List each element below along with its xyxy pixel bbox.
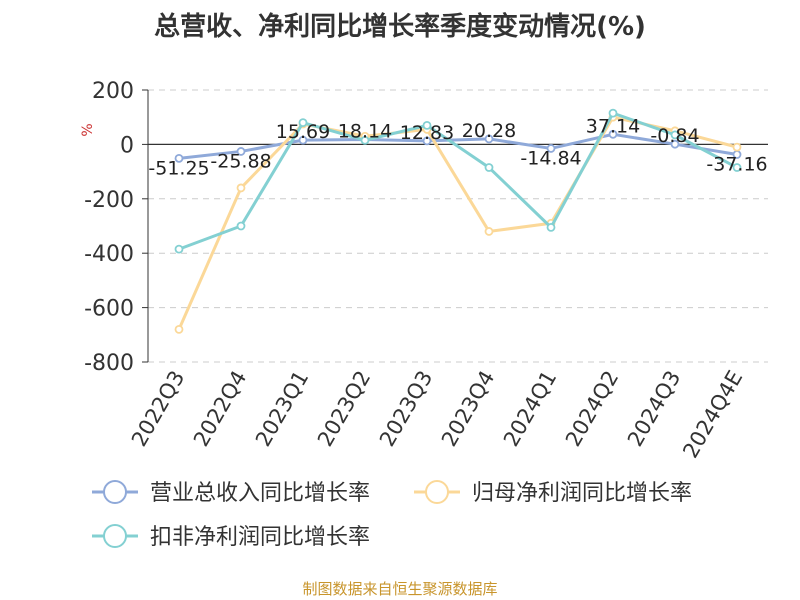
legend-marker — [103, 524, 127, 548]
data-label: 20.28 — [462, 120, 516, 142]
legend-item[interactable]: 营业总收入同比增长率 — [92, 480, 370, 506]
x-tick-label: 2022Q3 — [127, 367, 189, 451]
data-point — [174, 324, 184, 334]
data-point — [670, 130, 680, 140]
data-label: -37.16 — [706, 154, 767, 176]
data-label: -51.25 — [148, 157, 209, 179]
y-tick-label: -800 — [84, 351, 134, 376]
data-point — [298, 118, 308, 128]
x-tick-label: 2023Q3 — [375, 367, 437, 451]
data-label: 15.69 — [276, 121, 330, 143]
legend-item[interactable]: 扣非净利润同比增长率 — [92, 524, 370, 550]
data-label: -25.88 — [210, 150, 271, 172]
y-tick-label: -600 — [84, 297, 134, 322]
legend-label: 营业总收入同比增长率 — [150, 481, 370, 506]
legend-item[interactable]: 归母净利润同比增长率 — [414, 480, 692, 506]
x-tick-label: 2024Q1 — [499, 367, 561, 451]
series-layer — [174, 108, 742, 334]
data-point — [670, 139, 680, 149]
x-tick-label: 2023Q2 — [313, 367, 375, 451]
x-tick-label: 2024Q4E — [678, 367, 747, 463]
data-point — [484, 163, 494, 172]
data-label: -0.84 — [650, 125, 699, 147]
legend-label: 扣非净利润同比增长率 — [150, 525, 370, 550]
data-point — [360, 135, 370, 145]
x-tick-label: 2022Q4 — [189, 367, 251, 451]
data-label: 37.14 — [586, 115, 640, 137]
x-tick-label: 2023Q4 — [437, 367, 499, 451]
series-line — [178, 132, 738, 160]
data-point — [236, 183, 246, 193]
data-point — [608, 129, 618, 139]
data-label: -14.84 — [520, 147, 581, 169]
data-label: 12.83 — [400, 122, 454, 144]
y-tick-label: -400 — [84, 242, 134, 267]
data-point — [174, 153, 184, 163]
data-point — [608, 108, 618, 118]
source-note: 制图数据来自恒生聚源数据库 — [302, 580, 498, 598]
x-tick-label: 2023Q1 — [251, 367, 313, 451]
series-line — [178, 111, 738, 251]
y-tick-label: 200 — [92, 79, 134, 104]
y-axis-unit: % — [80, 123, 96, 136]
series-line — [177, 115, 738, 330]
y-tick-label: 0 — [120, 133, 134, 158]
data-point — [236, 221, 246, 231]
data-point — [174, 244, 184, 254]
chart-title: 总营收、净利同比增长率季度变动情况(%) — [154, 12, 646, 42]
legend-marker — [425, 480, 449, 504]
legend-label: 归母净利润同比增长率 — [472, 481, 692, 506]
data-point — [484, 134, 494, 144]
data-point — [298, 135, 308, 145]
data-point — [732, 142, 742, 152]
data-point — [546, 222, 556, 232]
grid-layer — [148, 89, 768, 363]
data-point — [422, 120, 432, 130]
data-point — [546, 144, 556, 153]
data-point — [732, 163, 742, 172]
x-tick-label: 2024Q2 — [561, 367, 623, 451]
data-label: 18.14 — [338, 120, 392, 142]
data-point — [484, 227, 494, 236]
legend-marker — [103, 480, 127, 504]
data-point — [422, 136, 432, 146]
y-tick-label: -200 — [84, 188, 134, 213]
data-point — [236, 147, 246, 156]
x-tick-label: 2024Q3 — [623, 367, 685, 451]
